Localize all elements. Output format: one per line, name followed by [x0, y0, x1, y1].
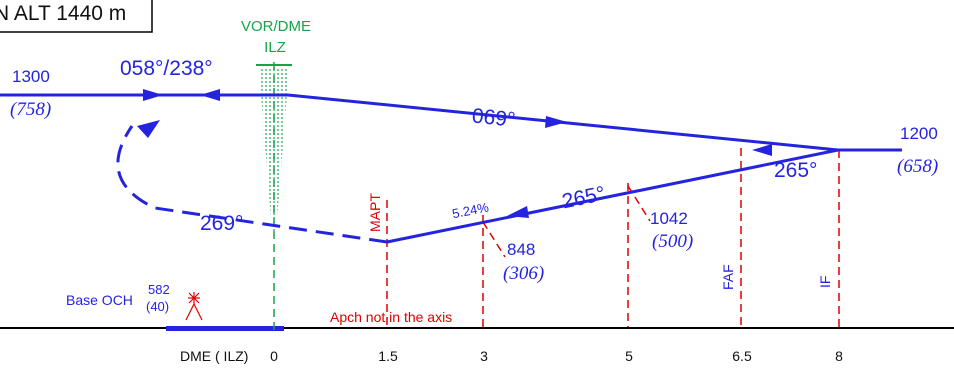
tower-obstacle-icon	[185, 292, 203, 321]
descent-leg-265	[386, 148, 839, 244]
fix-verticals	[386, 148, 840, 327]
arrow-right-inbound	[143, 89, 163, 101]
arrow-upper-leg	[545, 116, 567, 128]
height-left: (758)	[10, 99, 51, 120]
dme-tick-5: 5	[625, 348, 633, 364]
arrow-descent-leg	[507, 206, 529, 218]
base-och-label: Base OCH	[66, 292, 133, 308]
arrow-left-inbound	[200, 89, 220, 101]
runway-bar	[166, 326, 284, 331]
dme-tick-1-5: 1.5	[378, 348, 398, 364]
fix-mapt-label: MAPT	[367, 193, 383, 232]
navaid-cone	[259, 68, 289, 232]
alt-left: 1300	[12, 67, 50, 86]
altitude-box-label: N ALT 1440 m	[0, 2, 126, 25]
approach-paths	[0, 93, 902, 244]
navaid-ident: ILZ	[264, 39, 286, 56]
track-upper-right: 069°	[471, 104, 517, 131]
descent-gradient: 5.24%	[451, 199, 490, 221]
track-inbound-left: 058°/238°	[120, 57, 213, 80]
altitude-box: N ALT 1440 m	[0, 0, 153, 33]
height-fix-3: (306)	[503, 263, 544, 284]
arrow-right-leg	[752, 144, 772, 156]
height-right: (658)	[897, 156, 938, 177]
base-och-value: 582	[148, 282, 170, 297]
track-right-segment: 265°	[774, 159, 817, 182]
track-lower-right: 265°	[560, 182, 607, 213]
outbound-269-dashed	[116, 125, 388, 244]
path-arrows	[137, 89, 772, 218]
fix-faf-label: FAF	[720, 264, 736, 290]
dme-tick-6-5: 6.5	[732, 348, 752, 364]
track-lower-left: 269°	[200, 212, 243, 235]
alt-fix-5: 1042	[650, 209, 688, 228]
apch-note: Apch not in the axis	[330, 309, 452, 325]
alt-fix-3: 848	[507, 240, 535, 259]
dme-tick-3: 3	[480, 348, 488, 364]
base-och-height: (40)	[146, 299, 169, 314]
dme-tick-8: 8	[835, 348, 843, 364]
height-fix-5: (500)	[652, 231, 693, 252]
navaid-type: VOR/DME	[241, 18, 311, 35]
vor-dme-icon	[256, 62, 292, 330]
fix-if-label: IF	[817, 276, 833, 288]
dme-axis-label: DME ( ILZ)	[180, 348, 248, 364]
alt-right: 1200	[900, 124, 938, 143]
dme-tick-0: 0	[270, 348, 278, 364]
arrow-turn	[137, 120, 160, 138]
fix-3-leader	[482, 221, 506, 258]
